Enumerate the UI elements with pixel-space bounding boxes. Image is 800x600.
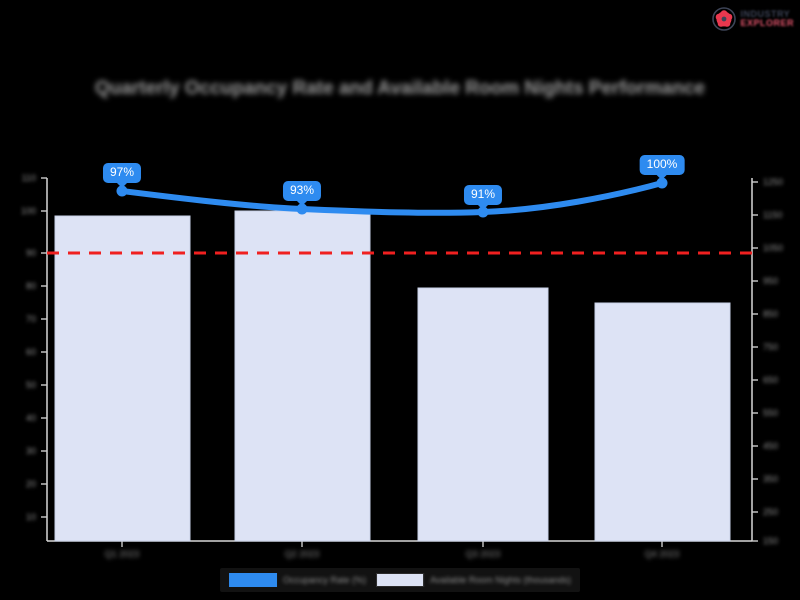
data-label-q2: 93% — [282, 181, 322, 202]
legend-swatch-line-icon — [229, 573, 278, 587]
left-tick-label-2: 90 — [25, 248, 36, 258]
left-tick-label-1: 100 — [20, 206, 36, 216]
left-tick-label-8: 30 — [25, 446, 36, 456]
right-tick-label-1: 1150 — [763, 210, 783, 220]
right-tick-label-3: 950 — [763, 276, 779, 286]
right-axis-ticks — [752, 181, 758, 542]
occupancy-line — [119, 180, 665, 216]
right-tick-label-5: 750 — [763, 342, 779, 352]
brand-logo: INDUSTRY EXPLORER — [712, 4, 794, 34]
legend-swatch-bar-icon — [376, 573, 425, 587]
left-tick-label-0: 110 — [21, 173, 36, 183]
right-tick-label-4: 850 — [763, 309, 779, 319]
left-tick-label-4: 70 — [25, 314, 36, 324]
legend-label-occupancy-rate: Occupancy Rate (%) — [283, 575, 367, 585]
left-axis-ticks — [41, 177, 47, 518]
logo-text-bottom: EXPLORER — [740, 18, 794, 28]
category-label-q1: Q1 2023 — [104, 549, 140, 559]
bar-q1-2023 — [54, 215, 191, 542]
category-label-q3: Q3 2023 — [465, 549, 501, 559]
right-tick-label-8: 450 — [763, 441, 779, 451]
left-tick-label-5: 60 — [25, 347, 36, 357]
category-label-q2: Q2 2023 — [284, 549, 320, 559]
right-tick-label-11: 150 — [763, 536, 779, 546]
right-tick-label-6: 650 — [763, 375, 779, 385]
left-tick-label-3: 80 — [25, 281, 36, 291]
legend-item-available-room-nights[interactable]: Available Room Nights (thousands) — [376, 573, 571, 587]
left-tick-label-10: 10 — [25, 512, 36, 522]
right-tick-label-10: 250 — [763, 507, 779, 517]
bar-series — [54, 210, 731, 542]
legend-label-available-room-nights: Available Room Nights (thousands) — [430, 575, 571, 585]
right-tick-label-9: 350 — [763, 474, 779, 484]
left-tick-label-9: 20 — [25, 479, 36, 489]
category-label-q4: Q4 2023 — [644, 549, 680, 559]
data-label-q1: 97% — [102, 163, 142, 184]
bar-q2-2023 — [234, 210, 371, 542]
logo-wordmark: INDUSTRY EXPLORER — [740, 10, 794, 28]
bar-q4-2023 — [594, 302, 731, 542]
left-tick-label-6: 50 — [25, 380, 36, 390]
right-tick-label-7: 550 — [763, 408, 779, 418]
data-label-q3: 91% — [463, 185, 503, 206]
left-tick-label-7: 40 — [25, 413, 36, 423]
chart-legend: Occupancy Rate (%) Available Room Nights… — [220, 568, 580, 592]
right-tick-label-2: 1050 — [763, 243, 784, 253]
x-axis-ticks — [121, 541, 663, 547]
right-tick-label-0: 1250 — [763, 177, 784, 187]
legend-item-occupancy-rate[interactable]: Occupancy Rate (%) — [229, 573, 366, 587]
flower-circle-logo-icon — [712, 7, 737, 31]
chart-title: Quarterly Occupancy Rate and Available R… — [95, 78, 705, 99]
logo-text-top: INDUSTRY — [740, 9, 791, 19]
bar-q3-2023 — [417, 287, 549, 542]
data-label-q4: 100% — [639, 155, 685, 176]
